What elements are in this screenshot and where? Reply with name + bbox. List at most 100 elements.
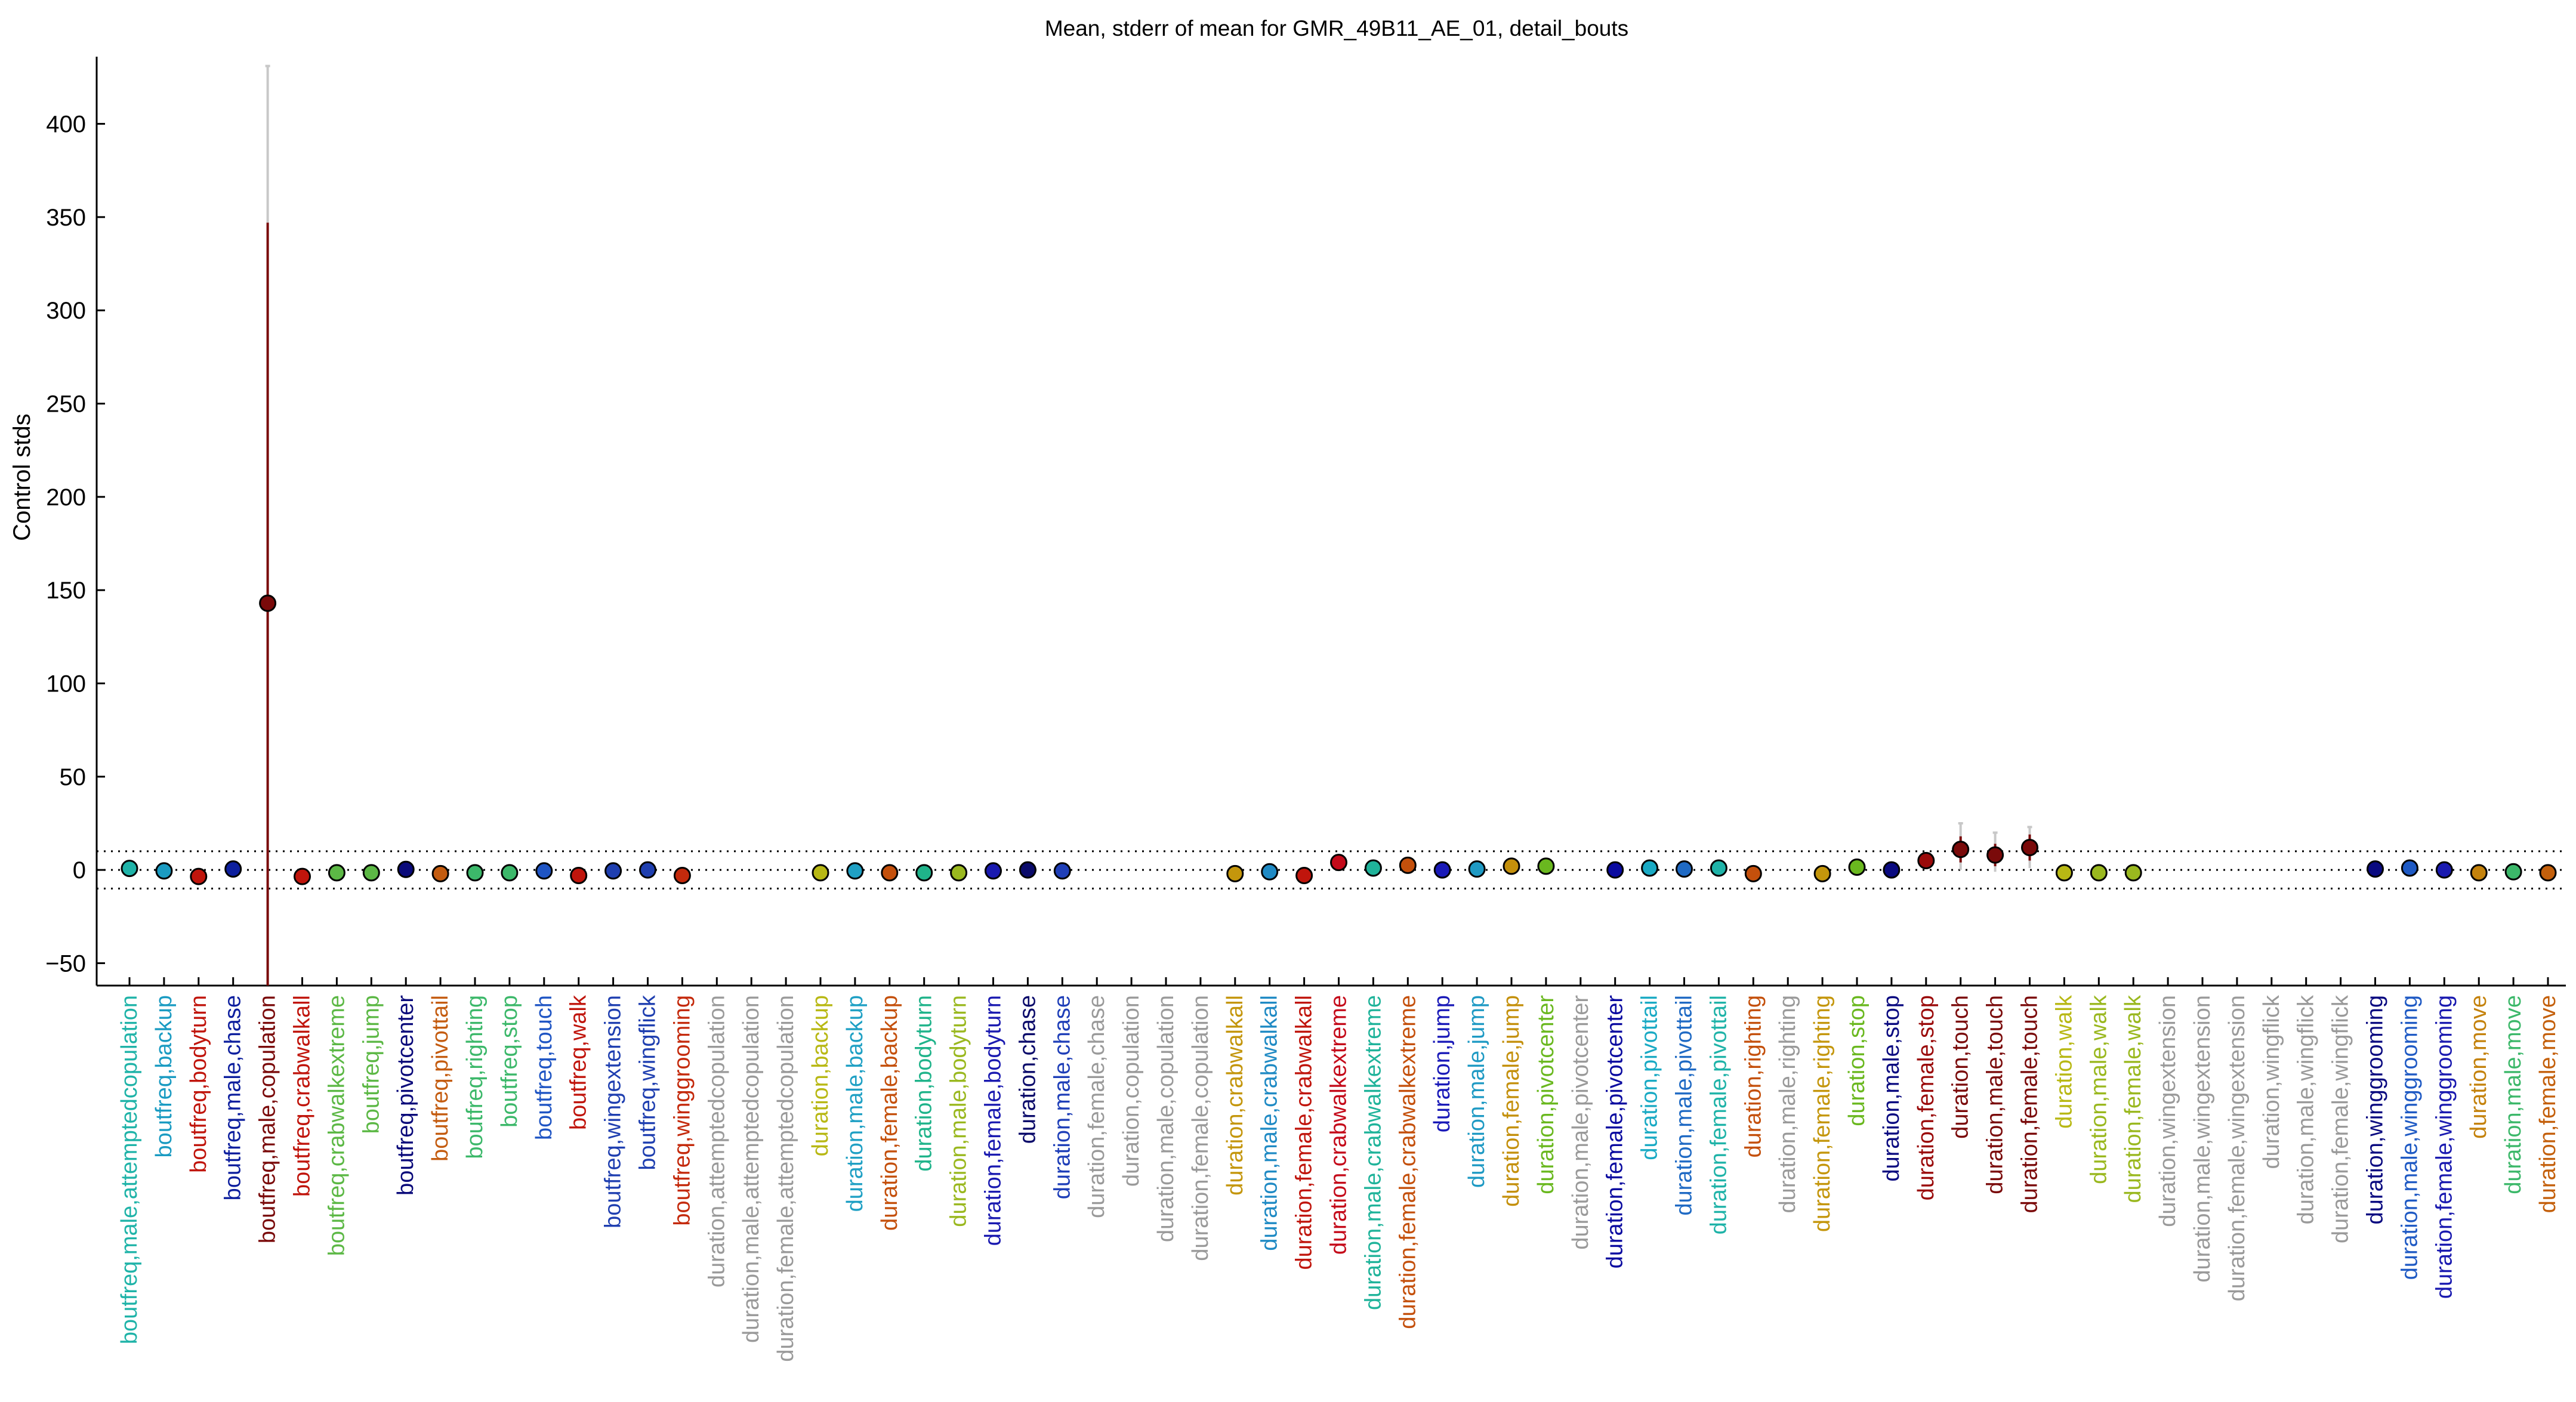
x-tick-label: boutfreq,wingextension: [601, 995, 626, 1228]
x-tick-label: duration,male,pivottail: [1672, 995, 1697, 1216]
mean-marker: [1744, 864, 1762, 882]
mean-marker: [2124, 864, 2142, 882]
x-tick-label: duration,wingextension: [2155, 995, 2180, 1227]
x-tick-label: duration,male,wingextension: [2190, 995, 2215, 1283]
x-tick-label: duration,male,crabwalkall: [1257, 995, 1282, 1251]
x-tick-label: boutfreq,pivottail: [428, 995, 453, 1162]
mean-marker: [259, 594, 277, 612]
x-tick-label: duration,crabwalkall: [1223, 995, 1248, 1196]
mean-marker: [1710, 859, 1727, 877]
mean-marker: [2055, 864, 2073, 882]
y-tick-label: 100: [46, 671, 86, 697]
x-tick-label: duration,stop: [1844, 995, 1869, 1126]
mean-marker: [121, 860, 138, 878]
x-tick-label: duration,attemptedcopulation: [704, 995, 729, 1287]
mean-marker: [1676, 860, 1693, 878]
x-tick-label: duration,pivottail: [1637, 995, 1662, 1160]
y-tick-label: 200: [46, 484, 86, 511]
x-tick-label: duration,female,move: [2535, 995, 2560, 1213]
x-tick-label: duration,male,backup: [843, 995, 868, 1212]
mean-marker: [1813, 864, 1831, 882]
y-tick-label: 400: [46, 112, 86, 138]
x-tick-label: duration,male,bodyturn: [946, 995, 971, 1227]
y-tick-label: 50: [60, 764, 87, 790]
mean-marker: [812, 864, 829, 882]
mean-marker: [431, 864, 449, 882]
mean-marker: [2539, 864, 2557, 882]
mean-marker: [1261, 863, 1279, 881]
mean-marker: [985, 862, 1002, 880]
mean-marker: [2021, 839, 2038, 857]
mean-marker: [1917, 852, 1935, 870]
y-tick-label: −50: [45, 950, 86, 977]
mean-marker: [915, 864, 933, 882]
x-tick-labels: boutfreq,male,attemptedcopulation boutfre…: [117, 995, 2560, 1362]
x-tick-label: boutfreq,backup: [152, 995, 177, 1158]
mean-marker: [846, 862, 864, 880]
x-tick-label: duration,female,bodyturn: [981, 995, 1006, 1246]
x-tick-label: duration,female,touch: [2017, 995, 2043, 1213]
x-tick-label: duration,female,stop: [1914, 995, 1939, 1200]
x-tick-label: boutfreq,male,attemptedcopulation: [117, 995, 142, 1344]
chart-title: Mean, stderr of mean for GMR_49B11_AE_01…: [1045, 16, 1628, 41]
x-tick-label: duration,female,crabwalkextreme: [1395, 995, 1420, 1329]
x-tick-label: boutfreq,jump: [359, 995, 384, 1134]
x-tick-label: duration,wingflick: [2259, 995, 2284, 1169]
mean-marker: [190, 867, 208, 885]
x-tick-label: duration,female,attemptedcopulation: [773, 995, 798, 1362]
x-tick-label: boutfreq,pivotcenter: [393, 995, 418, 1196]
mean-marker: [639, 861, 656, 879]
mean-marker: [501, 864, 519, 882]
x-tick-label: boutfreq,bodyturn: [186, 995, 211, 1173]
mean-marker: [1503, 857, 1520, 875]
x-tick-label: boutfreq,winggrooming: [670, 995, 695, 1226]
x-tick-label: duration,move: [2466, 995, 2491, 1139]
mean-marker: [328, 864, 345, 882]
x-tick-label: duration,female,pivotcenter: [1603, 995, 1628, 1269]
x-tick-label: duration,female,copulation: [1188, 995, 1213, 1261]
mean-marker: [2367, 860, 2384, 878]
x-tick-label: boutfreq,wingflick: [635, 995, 661, 1171]
x-tick-label: duration,bodyturn: [912, 995, 937, 1172]
x-tick-label: boutfreq,male,chase: [221, 995, 246, 1200]
mean-marker: [604, 862, 622, 880]
x-tick-label: boutfreq,crabwalkall: [290, 995, 315, 1197]
x-tick-label: duration,male,stop: [1879, 995, 1904, 1182]
mean-marker: [1053, 862, 1071, 880]
mean-marker: [362, 864, 380, 882]
x-tick-label: duration,male,righting: [1775, 995, 1800, 1213]
mean-marker: [570, 867, 588, 885]
mean-marker: [155, 862, 173, 880]
mean-marker: [2470, 864, 2488, 882]
x-tick-label: duration,copulation: [1119, 995, 1144, 1187]
mean-marker: [1330, 854, 1347, 872]
x-tick-label: duration,male,pivotcenter: [1568, 995, 1593, 1250]
x-tick-label: duration,male,chase: [1050, 995, 1075, 1199]
mean-marker: [1606, 861, 1624, 879]
mean-marker: [397, 860, 415, 878]
mean-marker: [294, 867, 311, 885]
mean-marker: [1019, 861, 1036, 879]
x-tick-label: duration,female,winggrooming: [2432, 995, 2457, 1299]
x-tick-label: boutfreq,touch: [532, 995, 557, 1140]
y-ticks: −50 0 50 100 150 200 250 300 350 400: [45, 112, 105, 977]
mean-marker: [1399, 856, 1417, 874]
mean-marker: [1952, 841, 1970, 859]
x-tick-label: duration,male,crabwalkextreme: [1361, 995, 1386, 1310]
x-tick-label: duration,female,righting: [1810, 995, 1835, 1232]
y-tick-label: 300: [46, 298, 86, 324]
mean-marker: [1883, 861, 1901, 879]
mean-marker: [1986, 846, 2004, 864]
mean-marker: [1364, 859, 1382, 877]
x-tick-label: duration,crabwalkextreme: [1326, 995, 1352, 1255]
mean-marker: [1226, 864, 1244, 882]
mean-marker: [2504, 863, 2522, 881]
mean-marker: [224, 860, 242, 878]
mean-marker: [673, 867, 691, 885]
y-tick-label: 350: [46, 205, 86, 231]
x-tick-label: duration,winggrooming: [2363, 995, 2388, 1224]
x-tick-label: duration,righting: [1741, 995, 1766, 1158]
mean-marker: [2401, 859, 2418, 877]
x-tick-label: duration,walk: [2051, 995, 2077, 1129]
